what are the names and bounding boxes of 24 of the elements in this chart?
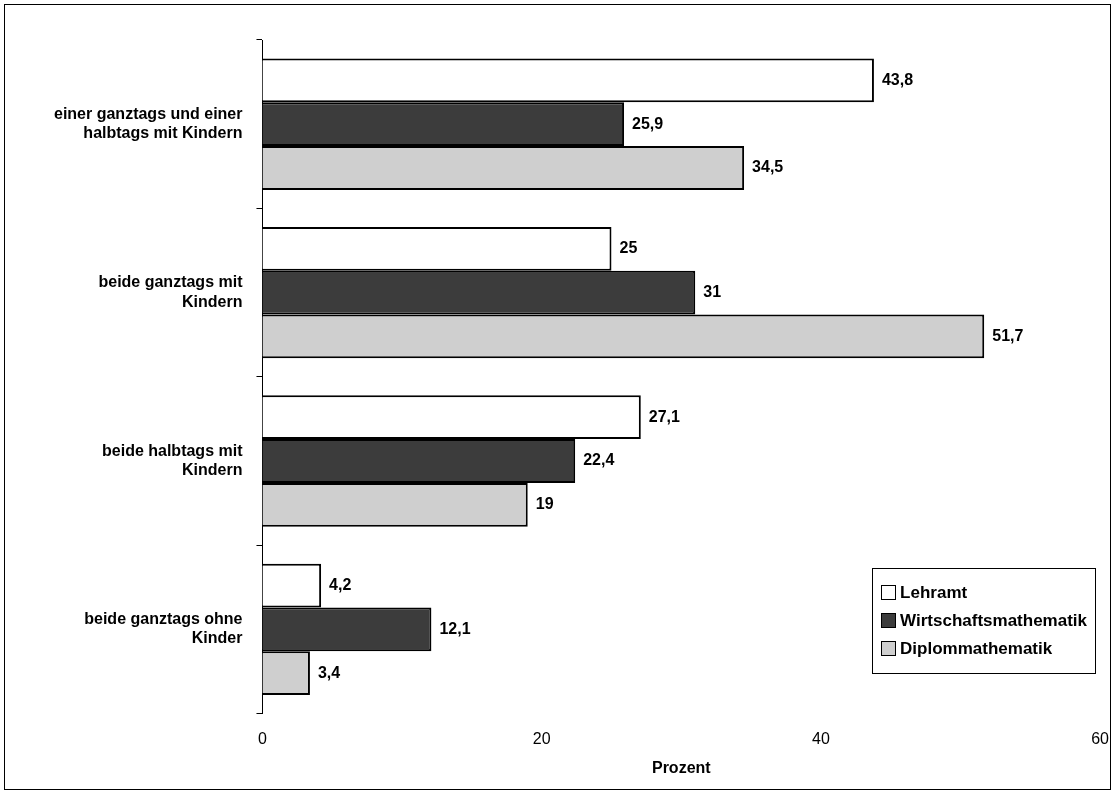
x-tick-label: 60 xyxy=(1091,729,1110,747)
data-label: 25 xyxy=(619,239,638,257)
y-tick-label: beide ganztags ohne Kinder xyxy=(84,610,243,647)
data-label: 31 xyxy=(703,283,722,301)
x-axis-title: Prozent xyxy=(651,758,712,776)
data-label: 4,2 xyxy=(329,576,352,594)
data-label: 51,7 xyxy=(992,326,1024,344)
legend-label: Diplommathematik xyxy=(900,638,1053,659)
data-label: 34,5 xyxy=(752,158,784,176)
x-tick-label: 0 xyxy=(258,729,268,747)
data-label: 19 xyxy=(535,495,554,513)
data-label: 27,1 xyxy=(648,407,681,425)
data-label: 43,8 xyxy=(881,70,914,88)
y-tick-label: beide ganztags mit Kindern xyxy=(98,273,244,310)
y-tick-label: beide halbtags mit Kindern xyxy=(102,441,244,479)
x-tick-label: 20 xyxy=(532,729,551,747)
legend-label: Wirtschaftsmathematik xyxy=(900,610,1087,631)
data-label: 3,4 xyxy=(317,663,341,681)
text: Lehramt xyxy=(900,582,968,603)
data-label: 25,9 xyxy=(632,114,664,132)
y-tick-label: einer ganztags und einer halbtags mit Kindern xyxy=(54,105,243,142)
data-label: 22,4 xyxy=(583,451,615,469)
x-tick-label: 40 xyxy=(812,729,830,747)
data-label: 12,1 xyxy=(439,619,471,637)
